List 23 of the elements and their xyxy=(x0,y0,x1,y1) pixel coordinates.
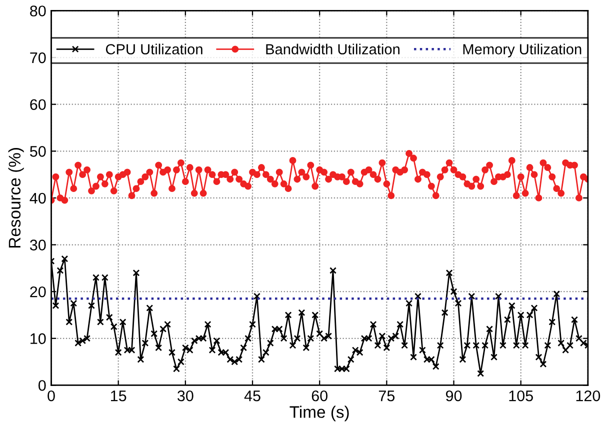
x-tick-label: 15 xyxy=(111,390,126,402)
y-tick-label: 60 xyxy=(30,99,46,110)
x-tick-label: 75 xyxy=(378,390,395,402)
x-tick-label: 45 xyxy=(244,390,260,402)
y-tick-label: 30 xyxy=(30,240,46,250)
legend-label: CPU Utilization xyxy=(106,44,202,54)
y-tick-label: 50 xyxy=(30,146,46,157)
x-axis-title: Time (s) xyxy=(290,406,349,422)
y-tick-label: 0 xyxy=(38,380,46,391)
y-axis-title: Resource (%) xyxy=(8,148,24,248)
x-tick-label: 0 xyxy=(48,390,55,402)
y-tick-label: 80 xyxy=(30,6,46,16)
y-tick-label: 10 xyxy=(30,333,46,344)
legend-label: Bandwidth Utilization xyxy=(266,44,400,54)
y-tick-label: 20 xyxy=(30,286,46,298)
legend-label: Memory Utilization xyxy=(463,44,582,58)
y-tick-label: 70 xyxy=(30,52,46,64)
x-tick-label: 105 xyxy=(509,390,533,402)
x-tick-label: 120 xyxy=(576,390,600,402)
x-tick-label: 60 xyxy=(312,390,328,402)
y-tick-label: 40 xyxy=(30,192,46,204)
x-tick-label: 90 xyxy=(446,390,462,402)
x-tick-label: 30 xyxy=(178,390,194,402)
